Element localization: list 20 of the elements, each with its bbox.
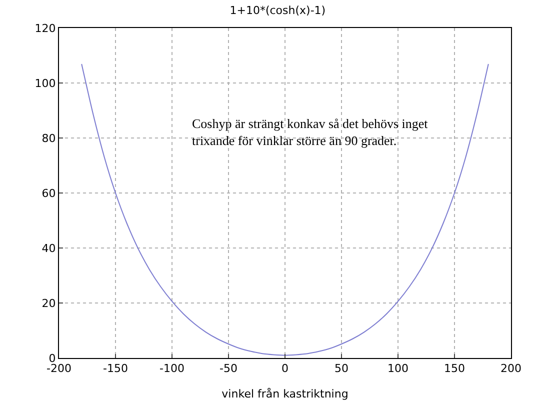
y-tick-label: 100 <box>34 76 56 90</box>
x-tick-label: 200 <box>500 362 522 376</box>
line-series <box>81 64 489 356</box>
x-tick-label: -100 <box>160 362 184 376</box>
y-tick-label: 20 <box>42 296 56 310</box>
x-tick-label: 50 <box>334 362 348 376</box>
annotation: Coshyp är strängt konkav så det behövs inget trixande för vinklar större än 90 grader. <box>192 116 428 148</box>
x-tick-label: -50 <box>220 362 238 376</box>
x-tick-label: 0 <box>282 362 288 376</box>
x-axis-title: vinkel från kastriktning <box>222 387 348 400</box>
x-tick-label: 150 <box>444 362 465 376</box>
x-tick-label: 100 <box>388 362 408 376</box>
y-tick-label: 0 <box>48 352 56 365</box>
y-tick-label: 40 <box>42 242 56 255</box>
chart-title: 1+10*(cosh(x)-1) <box>230 4 326 17</box>
y-tick-label: 60 <box>42 186 56 200</box>
x-tick-label: -200 <box>46 362 72 376</box>
y-tick-label: 120 <box>34 22 56 35</box>
y-tick-label: 80 <box>42 132 56 145</box>
x-tick-label: -150 <box>103 362 128 376</box>
